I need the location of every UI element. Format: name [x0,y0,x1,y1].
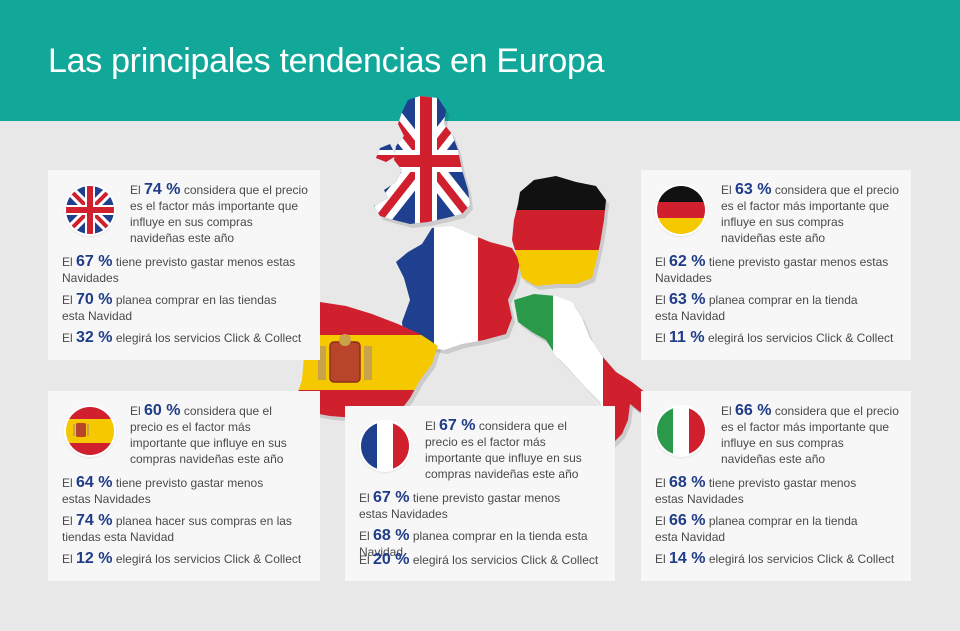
stat-click-collect: El 14 % elegirá los servicios Click & Co… [655,550,895,567]
italy-flag-icon [657,407,705,455]
italy-stats-card: El 66 % considera que el precio es el fa… [641,391,911,581]
stat-price-factor: El 66 % considera que el precio es el fa… [721,402,899,467]
stat-spend-less: El 67 % tiene previsto gastar menos esta… [62,253,296,286]
stat-shop-in-store: El 68 % planea comprar en la tienda esta… [359,527,588,560]
header-banner: Las principales tendencias en Europa [0,0,960,121]
stat-shop-in-store: El 66 % planea comprar en la tienda esta… [655,512,858,545]
uk-stats-card: El 74 % considera que el precio es el fa… [48,170,320,360]
stat-click-collect: El 32 % elegirá los servicios Click & Co… [62,329,302,346]
stat-spend-less: El 64 % tiene previsto gastar menos esta… [62,474,264,507]
stat-price-factor: El 74 % considera que el precio es el fa… [130,181,308,246]
germany-flag-icon [657,186,705,234]
stat-price-factor: El 67 % considera que el precio es el fa… [425,417,582,482]
uk-flag-icon [66,186,114,234]
page-title: Las principales tendencias en Europa [48,42,605,80]
stat-spend-less: El 68 % tiene previsto gastar menos esta… [655,474,857,507]
germany-stats-card: El 63 % considera que el precio es el fa… [641,170,911,360]
stat-click-collect: El 11 % elegirá los servicios Click & Co… [655,329,894,346]
france-map-shape [396,226,520,350]
stat-spend-less: El 67 % tiene previsto gastar menos esta… [359,489,561,522]
stat-click-collect: El 20 % elegirá los servicios Click & Co… [359,551,599,568]
france-stats-card: El 67 % considera que el precio es el fa… [345,406,615,581]
stat-spend-less: El 62 % tiene previsto gastar menos esta… [655,253,889,286]
stat-shop-in-store: El 74 % planea hacer sus compras en las … [62,512,292,545]
stat-price-factor: El 60 % considera que el precio es el fa… [130,402,287,467]
stat-price-factor: El 63 % considera que el precio es el fa… [721,181,899,246]
spain-stats-card: El 60 % considera que el precio es el fa… [48,391,320,581]
germany-map-shape [512,176,606,286]
stat-shop-in-store: El 70 % planea comprar en las tiendas es… [62,291,277,324]
stat-shop-in-store: El 63 % planea comprar en la tienda esta… [655,291,858,324]
france-flag-icon [361,422,409,470]
spain-flag-icon [66,407,114,455]
stat-click-collect: El 12 % elegirá los servicios Click & Co… [62,550,302,567]
